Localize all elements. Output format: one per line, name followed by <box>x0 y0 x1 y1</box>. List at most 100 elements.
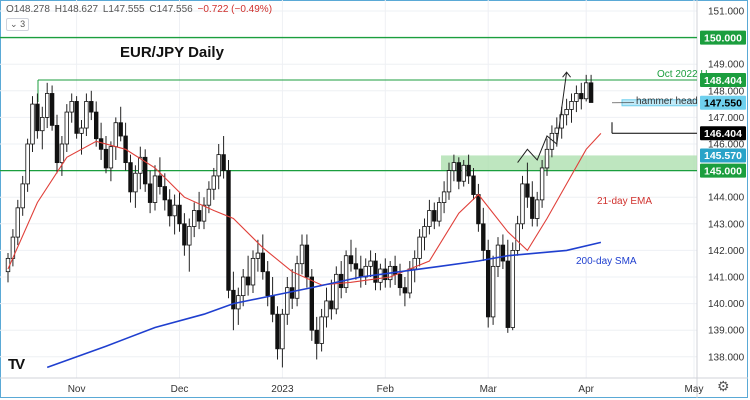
indicator-toggle-button[interactable]: ⌄ 3 <box>6 18 30 31</box>
candle-body <box>275 313 280 350</box>
candle <box>569 93 574 123</box>
candle <box>182 213 187 256</box>
candle <box>142 149 148 192</box>
candle-body <box>378 268 383 283</box>
candle <box>510 242 515 331</box>
candle <box>299 234 305 275</box>
candle <box>280 308 285 368</box>
candle-body <box>255 252 261 259</box>
y-tick-label: 149.000 <box>708 60 745 71</box>
candle-body <box>334 273 339 310</box>
candle <box>505 239 510 333</box>
candle <box>25 138 30 192</box>
candle <box>535 191 540 227</box>
candle-body <box>319 316 324 344</box>
hammer-head-label: hammer head <box>636 96 698 107</box>
candle-body <box>392 265 398 275</box>
candle <box>84 93 89 137</box>
price-level-tag: 145.000 <box>700 163 746 178</box>
sma-label: 200-day SMA <box>576 256 637 267</box>
candle-body <box>157 175 163 187</box>
candle-body <box>226 170 231 291</box>
candle-body <box>397 273 403 289</box>
candle-body <box>54 124 60 164</box>
y-tick-label: 138.000 <box>708 352 745 363</box>
candle <box>133 165 138 208</box>
candle-body <box>476 194 481 225</box>
candle <box>456 157 461 190</box>
y-tick-label: 141.000 <box>708 273 745 284</box>
candle-body <box>280 313 285 350</box>
candle-body <box>574 93 579 102</box>
candle-body <box>270 295 275 315</box>
candle-body <box>539 167 545 201</box>
candle-body <box>373 260 378 283</box>
candle-body <box>500 244 506 262</box>
price-level-tag-bg <box>700 73 746 88</box>
y-axis: 151.000 149.000 148.000 147.000 146.000 144.0… <box>700 7 746 363</box>
candle <box>397 263 403 296</box>
change-value: −0.722 (−0.49%) <box>197 4 273 15</box>
candle <box>436 197 442 227</box>
candle-body <box>182 223 187 246</box>
candle-body <box>299 244 305 265</box>
candle-body <box>353 263 359 270</box>
open-value: O148.278 <box>6 4 50 15</box>
candle-body <box>187 226 192 246</box>
candle <box>49 85 55 131</box>
candle-body <box>35 103 40 132</box>
gear-icon[interactable]: ⚙ <box>717 378 730 394</box>
candle <box>54 114 60 174</box>
projection-arrowhead <box>562 71 571 78</box>
candle <box>294 255 300 307</box>
candle <box>177 191 182 232</box>
candle-body <box>495 244 501 267</box>
candle <box>69 93 74 123</box>
price-level-tag-bg <box>700 95 746 110</box>
x-tick-label: Dec <box>171 384 189 395</box>
candle <box>30 96 35 152</box>
candle-body <box>584 82 589 100</box>
candle <box>334 266 339 315</box>
price-level-tag-label: 148.404 <box>704 75 742 87</box>
candle <box>270 277 275 323</box>
candle <box>402 277 408 307</box>
candle-body <box>142 156 148 185</box>
candle <box>240 269 246 307</box>
candle <box>392 255 398 285</box>
candle-body <box>343 255 349 289</box>
price-level-tag-bg <box>700 30 746 45</box>
candle-body <box>520 183 525 225</box>
candle <box>15 199 20 246</box>
price-level-tag-label: 145.570 <box>704 150 742 162</box>
candle-body <box>133 172 138 193</box>
candle <box>231 271 236 331</box>
candle <box>343 250 349 293</box>
ema-label: 21-day EMA <box>597 196 653 207</box>
y-tick-label: 151.000 <box>708 7 745 18</box>
candle <box>471 167 476 200</box>
candle-body <box>98 138 104 150</box>
candle-body <box>103 148 109 169</box>
candle-body <box>309 276 314 331</box>
candle-body <box>294 263 300 299</box>
candle <box>427 199 432 235</box>
candle-body <box>441 191 447 203</box>
candle <box>94 101 99 147</box>
candle <box>500 234 506 270</box>
price-level-tag: 148.404 <box>700 73 746 88</box>
candle <box>20 175 25 216</box>
candle-body <box>422 226 427 238</box>
candle-body <box>461 164 466 182</box>
candle-body <box>579 93 584 100</box>
price-level-tag-label: 150.000 <box>704 32 742 44</box>
candle-body <box>84 101 89 129</box>
candle <box>118 106 123 142</box>
candle <box>441 181 447 214</box>
y-tick-label: 144.000 <box>708 193 745 204</box>
candle <box>211 167 216 200</box>
candle-body <box>466 164 471 177</box>
ohlc-readout: O148.278 H148.627 L147.555 C147.556 −0.7… <box>6 4 274 15</box>
x-tick-label: May <box>685 384 704 395</box>
